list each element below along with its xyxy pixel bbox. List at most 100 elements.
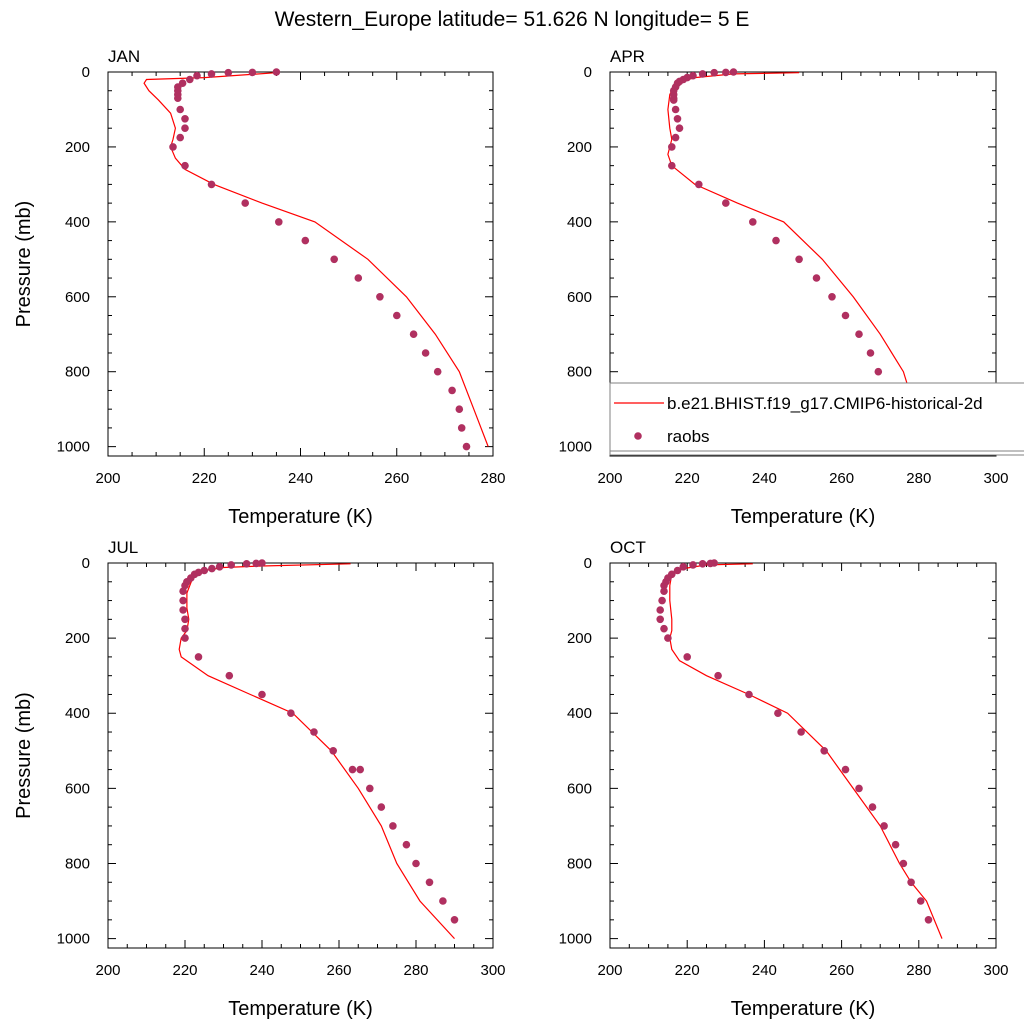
raobs-point-apr	[722, 199, 730, 207]
raobs-point-oct	[698, 560, 707, 568]
raobs-point-oct	[706, 559, 715, 568]
y-tick-label-apr: 800	[567, 364, 592, 381]
raobs-point-jul	[287, 709, 295, 717]
y-tick-label-apr: 200	[567, 139, 592, 156]
raobs-point-jan	[181, 161, 189, 170]
raobs-point-apr	[669, 96, 678, 104]
raobs-point-jan	[248, 68, 257, 77]
raobs-point-apr	[671, 105, 680, 114]
raobs-point-apr	[828, 293, 836, 301]
raobs-point-apr	[710, 68, 718, 77]
raobs-point-oct	[664, 634, 672, 642]
raobs-point-apr	[671, 133, 680, 142]
raobs-point-jul	[194, 653, 203, 661]
raobs-point-apr	[841, 311, 850, 320]
raobs-point-jan	[181, 124, 189, 132]
raobs-point-apr	[722, 68, 730, 77]
raobs-point-jul	[208, 564, 216, 573]
x-tick-label-apr: 280	[906, 470, 931, 487]
raobs-point-jul	[242, 560, 251, 568]
raobs-point-jan	[455, 405, 464, 414]
x-tick-label-jul: 280	[403, 962, 428, 979]
raobs-point-jul	[412, 859, 420, 868]
raobs-point-jan	[275, 218, 283, 226]
raobs-point-jan	[301, 236, 310, 245]
raobs-point-jul	[329, 747, 338, 755]
raobs-point-jul	[356, 765, 365, 774]
x-tick-label-jan: 240	[288, 470, 313, 487]
raobs-point-oct	[899, 859, 908, 868]
raobs-point-jul	[402, 840, 411, 849]
raobs-point-jul	[310, 728, 318, 736]
raobs-point-oct	[868, 803, 877, 811]
legend-model-label: b.e21.BHIST.f19_g17.CMIP6-historical-2d	[667, 394, 983, 413]
raobs-point-apr	[673, 115, 682, 123]
raobs-point-jan	[186, 75, 194, 84]
x-tick-label-apr: 260	[829, 470, 854, 487]
raobs-point-jan	[181, 115, 189, 123]
model-profile-line-jan	[143, 72, 489, 447]
raobs-point-jul	[252, 559, 260, 568]
raobs-point-apr	[695, 180, 703, 189]
x-tick-label-jul: 260	[326, 962, 351, 979]
x-tick-label-oct: 260	[829, 962, 854, 979]
x-tick-label-oct: 200	[597, 962, 622, 979]
raobs-point-jan	[433, 367, 442, 376]
x-tick-label-jan: 220	[192, 470, 217, 487]
y-tick-label-jul: 200	[65, 630, 90, 647]
raobs-point-jul	[179, 596, 187, 605]
x-tick-label-jan: 260	[384, 470, 409, 487]
raobs-point-apr	[772, 236, 780, 245]
raobs-point-oct	[660, 624, 668, 633]
model-profile-line-oct	[669, 563, 943, 939]
y-tick-label-oct: 1000	[559, 931, 592, 948]
raobs-point-jan	[169, 143, 177, 151]
raobs-point-oct	[658, 596, 666, 605]
x-axis-title-oct: Temperature (K)	[731, 998, 876, 1020]
y-tick-label-apr: 400	[567, 214, 592, 231]
raobs-point-apr	[675, 124, 684, 132]
panel-jul: 200 220 240 260 280 300 0 200 400 600 800 1000 JUL Te…	[13, 538, 506, 1020]
raobs-point-jan	[448, 386, 456, 395]
raobs-point-jul	[366, 784, 374, 793]
raobs-point-oct	[855, 784, 863, 793]
raobs-point-apr	[689, 71, 697, 80]
y-tick-label-jan: 0	[82, 64, 90, 81]
raobs-point-apr	[729, 68, 738, 76]
y-tick-label-jul: 400	[65, 705, 90, 722]
raobs-point-jan	[176, 133, 184, 142]
raobs-point-oct	[797, 728, 805, 736]
x-axis-title-jul: Temperature (K)	[228, 998, 373, 1020]
raobs-point-oct	[660, 581, 668, 590]
raobs-point-jul	[258, 690, 266, 699]
raobs-point-oct	[891, 840, 900, 849]
plot-frame-oct	[609, 562, 997, 949]
raobs-point-jan	[207, 180, 216, 189]
raobs-point-jan	[393, 311, 401, 320]
model-profile-line-jul	[178, 563, 455, 940]
y-tick-label-jul: 1000	[57, 931, 90, 948]
raobs-point-apr	[812, 274, 821, 282]
raobs-point-jan	[176, 105, 184, 114]
x-tick-label-apr: 300	[983, 470, 1008, 487]
raobs-point-oct	[679, 563, 688, 571]
raobs-point-oct	[880, 822, 888, 830]
panel-label-apr: APR	[610, 47, 645, 66]
panel-apr: 200 220 240 260 280 300 0 200 400 600 800 1000 APR Te…	[559, 47, 1009, 528]
raobs-point-apr	[749, 218, 757, 226]
x-tick-label-apr: 200	[597, 470, 622, 487]
raobs-point-apr	[668, 143, 676, 151]
raobs-point-jul	[215, 563, 224, 571]
raobs-point-oct	[907, 878, 915, 887]
raobs-point-oct	[916, 897, 925, 905]
raobs-point-jul	[439, 897, 447, 905]
y-tick-label-apr: 600	[567, 289, 592, 306]
x-tick-label-apr: 240	[752, 470, 777, 487]
x-axis-title-apr: Temperature (K)	[731, 506, 876, 528]
raobs-point-jul	[181, 615, 189, 624]
raobs-point-oct	[820, 747, 828, 755]
raobs-point-oct	[656, 606, 664, 614]
x-tick-label-oct: 240	[752, 962, 777, 979]
raobs-point-jul	[348, 765, 357, 774]
